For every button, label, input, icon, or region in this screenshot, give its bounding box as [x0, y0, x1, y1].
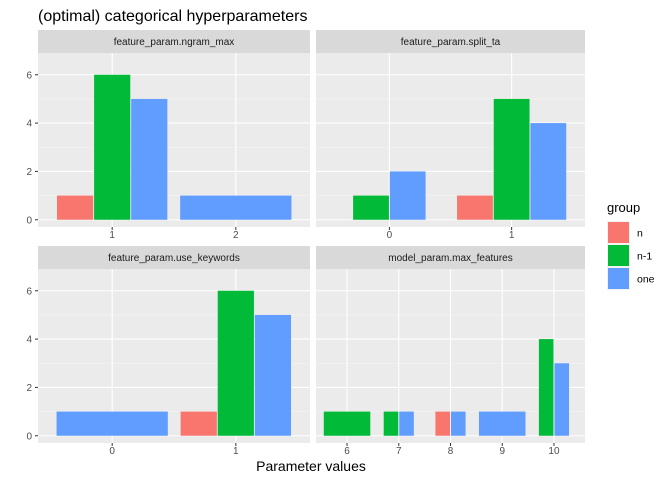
bar-n-1 [217, 290, 254, 436]
bar-n-1 [538, 339, 554, 436]
x-tick-label: 1 [509, 230, 515, 241]
x-tick-label: 1 [109, 230, 115, 241]
x-tick-label: 0 [387, 230, 393, 241]
legend-swatch-n-1 [608, 245, 629, 266]
facet-strip [316, 30, 585, 53]
y-tick-label: 6 [26, 286, 32, 297]
bar-one [254, 314, 292, 436]
bar-n-1 [323, 411, 371, 436]
x-tick-label: 0 [109, 446, 115, 457]
y-tick-label: 0 [26, 431, 32, 442]
facet-strip-label: feature_param.ngram_max [114, 37, 235, 48]
y-tick-label: 6 [26, 70, 32, 81]
bar-n-1 [94, 74, 131, 220]
x-tick-label: 8 [448, 446, 454, 457]
bar-one [450, 411, 466, 436]
y-tick-label: 4 [26, 119, 32, 130]
x-tick-label: 7 [396, 446, 402, 457]
bar-one [478, 411, 526, 436]
bar-n-1 [353, 195, 389, 220]
facet-strip [38, 30, 310, 53]
x-tick-label: 2 [233, 230, 239, 241]
y-tick-label: 2 [26, 383, 32, 394]
facet-panel: feature_param.use_keywords 0 1 0 2 4 6 [26, 246, 310, 457]
legend-title: group [607, 200, 640, 215]
bar-n [180, 411, 217, 436]
legend-swatch-one [608, 268, 629, 289]
bar-one [56, 411, 168, 436]
bar-one [131, 98, 168, 220]
y-tick-label: 2 [26, 167, 32, 178]
legend-label: n-1 [637, 251, 652, 263]
bar-n-1 [493, 98, 530, 220]
bar-one [554, 363, 570, 436]
x-tick-label: 1 [233, 446, 239, 457]
bar-one [399, 411, 414, 436]
x-tick-label: 10 [548, 446, 560, 457]
chart-title: (optimal) categorical hyperparameters [38, 8, 307, 25]
legend: group n n-1 one [607, 200, 655, 290]
facet-strip-label: feature_param.split_ta [401, 37, 501, 48]
legend-label: n [637, 228, 643, 240]
legend-label: one [637, 274, 655, 286]
y-tick-label: 0 [26, 215, 32, 226]
x-tick-label: 6 [344, 446, 350, 457]
facet-strip-label: model_param.max_features [388, 253, 513, 264]
y-tick-label: 4 [26, 335, 32, 346]
bar-one [389, 171, 426, 220]
bar-one [180, 195, 292, 220]
facet-strip [38, 246, 310, 269]
bar-n [457, 195, 493, 220]
x-axis-title: Parameter values [256, 458, 366, 474]
bar-one [530, 123, 567, 220]
facet-panel: feature_param.split_ta 0 1 [316, 30, 585, 241]
facet-strip-label: feature_param.use_keywords [108, 253, 240, 264]
facet-panel: feature_param.ngram_max 1 2 0 2 4 6 [26, 30, 310, 241]
legend-swatch-n [608, 222, 629, 243]
bar-n-1 [383, 411, 399, 436]
bar-n [56, 195, 94, 220]
bar-n [435, 411, 451, 436]
facet-strip [316, 246, 585, 269]
x-tick-label: 9 [499, 446, 505, 457]
facet-panel: model_param.max_features 6 7 8 9 10 [316, 246, 585, 457]
